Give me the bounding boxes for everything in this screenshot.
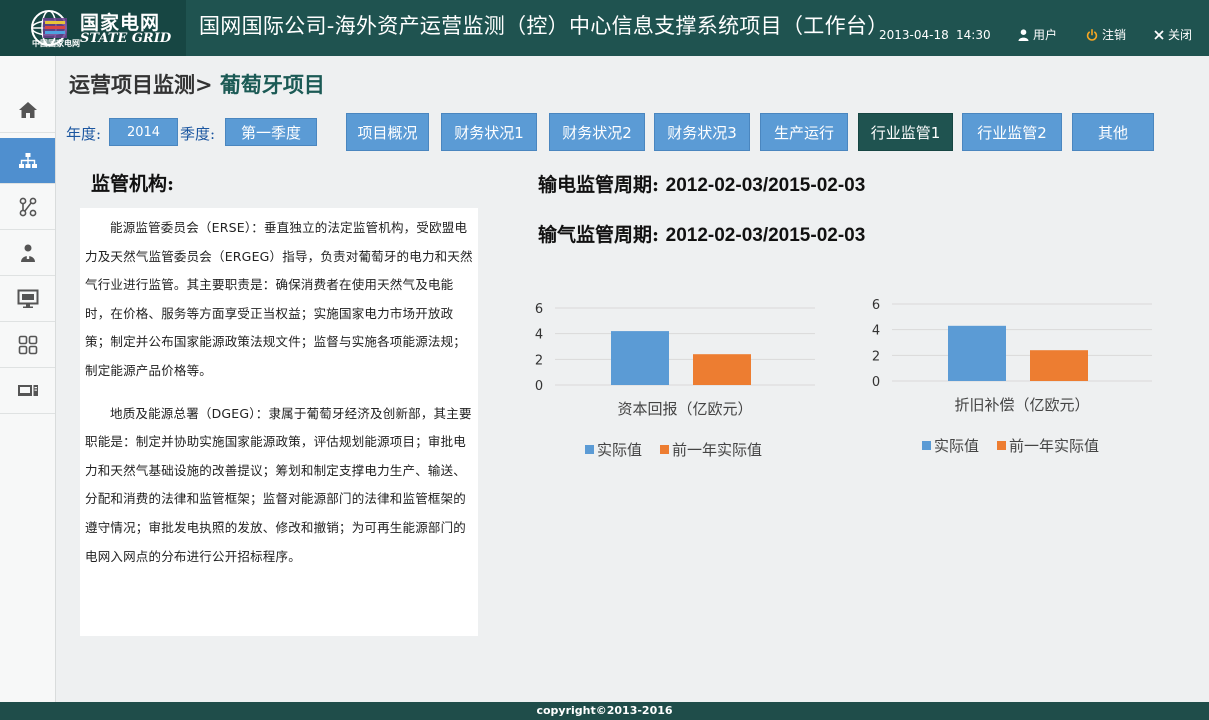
sidebar-item-monitor[interactable] [0,276,55,322]
y-tick-label: 6 [535,302,543,317]
depreciation-chart: 0 2 4 6 折旧补偿（亿欧元） 实际值 前一年实际值 [864,292,1164,462]
header-date: 2013-04-18 [879,28,949,42]
legend-swatch-previous [660,445,669,454]
grid-icon [18,335,37,354]
logo-small-text: 中国国家电网 [32,39,80,48]
logo-en-text: STATE GRID [80,31,172,46]
sidebar-item-device[interactable] [0,368,55,414]
gas-period-label: 输气监管周期: [538,224,660,246]
sidebar-item-apps[interactable] [0,322,55,368]
power-period: 输电监管周期: 2012-02-03/2015-02-03 [538,170,865,197]
y-tick-label: 0 [535,379,543,394]
bar-previous [693,354,751,385]
tab-project-overview[interactable]: 项目概况 [346,113,429,151]
power-period-value: 2012-02-03/2015-02-03 [665,175,866,196]
power-icon [1086,28,1098,41]
monitor-icon [17,289,38,308]
close-label: 关闭 [1168,28,1193,42]
capital-return-chart-svg: 0 2 4 6 资本回报（亿欧元） 实际值 前一年实际值 [535,302,815,459]
flow-icon [19,197,36,216]
tab-finance-2[interactable]: 财务状况2 [549,113,645,151]
sidebar [0,56,56,702]
state-grid-logo-icon [31,10,67,46]
legend-label-previous: 前一年实际值 [1009,437,1099,455]
legend-swatch-actual [585,445,594,454]
logo-cn-text: 国家电网 [80,12,161,34]
tab-finance-3[interactable]: 财务状况3 [654,113,750,151]
y-tick-label: 0 [872,375,880,390]
logout-label: 注销 [1102,28,1127,42]
regulator-paragraph-dgeg: 地质及能源总署（DGEG）：隶属于葡萄牙经济及创新部，其主要职能是：制定并协助实… [85,405,472,564]
system-title: 国网国际公司-海外资产运营监测（控）中心信息支撑系统项目（工作台） [199,14,889,38]
close-icon [1154,29,1164,40]
legend-label-actual: 实际值 [934,437,979,455]
tab-regulation-1[interactable]: 行业监管1 [858,113,953,151]
sidebar-item-flow[interactable] [0,184,55,230]
capital-return-chart: 0 2 4 6 资本回报（亿欧元） 实际值 前一年实际值 [527,296,827,466]
logo: 国家电网 STATE GRID 中国国家电网 [0,0,186,56]
user-icon [1018,28,1029,41]
users-icon [20,244,35,262]
logout-button[interactable]: 注销 [1086,26,1126,43]
bar-previous [1030,350,1088,381]
year-select[interactable]: 2014 [109,118,178,146]
regulator-description: 能源监管委员会（ERSE）：垂直独立的法定监管机构，受欧盟电力及天然气监管委员会… [80,208,478,636]
y-tick-label: 4 [872,324,880,339]
user-button[interactable]: 用户 [1018,26,1057,43]
org-chart-icon [18,152,37,168]
y-tick-label: 2 [872,349,880,364]
x-axis-label: 折旧补偿（亿欧元） [954,396,1089,414]
breadcrumb-parent[interactable]: 运营项目监测> [69,72,213,97]
gas-period-value: 2012-02-03/2015-02-03 [665,225,866,246]
quarter-label: 季度: [180,125,216,143]
gas-period: 输气监管周期: 2012-02-03/2015-02-03 [538,220,865,247]
regulator-paragraph-erse: 能源监管委员会（ERSE）：垂直独立的法定监管机构，受欧盟电力及天然气监管委员会… [85,220,473,378]
user-label: 用户 [1033,28,1058,42]
app-header: 国家电网 STATE GRID 中国国家电网 国网国际公司-海外资产运营监测（控… [0,0,1209,56]
legend-label-actual: 实际值 [597,441,642,459]
bar-actual [611,331,669,385]
y-tick-label: 6 [872,298,880,313]
breadcrumb-current: 葡萄牙项目 [219,72,325,97]
year-label: 年度: [66,125,102,143]
regulator-title: 监管机构: [91,173,175,195]
tab-regulation-2[interactable]: 行业监管2 [962,113,1062,151]
legend-swatch-previous [997,441,1006,450]
breadcrumb: 运营项目监测> 葡萄牙项目 [69,69,325,99]
close-button[interactable]: 关闭 [1154,26,1192,43]
sidebar-item-users[interactable] [0,230,55,276]
quarter-select[interactable]: 第一季度 [225,118,317,146]
sidebar-item-org[interactable] [0,138,55,184]
bar-actual [948,325,1006,381]
depreciation-chart-svg: 0 2 4 6 折旧补偿（亿欧元） 实际值 前一年实际值 [872,298,1152,455]
x-axis-label: 资本回报（亿欧元） [617,400,752,418]
header-time: 14:30 [956,28,991,42]
tab-finance-1[interactable]: 财务状况1 [441,113,537,151]
legend-swatch-actual [922,441,931,450]
y-tick-label: 4 [535,328,543,343]
tab-other[interactable]: 其他 [1072,113,1154,151]
footer-copyright: copyright©2013-2016 [0,702,1209,720]
power-period-label: 输电监管周期: [538,174,660,196]
home-icon [18,101,37,118]
legend-label-previous: 前一年实际值 [672,441,762,459]
y-tick-label: 2 [535,353,543,368]
device-icon [17,384,38,396]
sidebar-item-home[interactable] [0,87,55,133]
tab-production[interactable]: 生产运行 [760,113,848,151]
